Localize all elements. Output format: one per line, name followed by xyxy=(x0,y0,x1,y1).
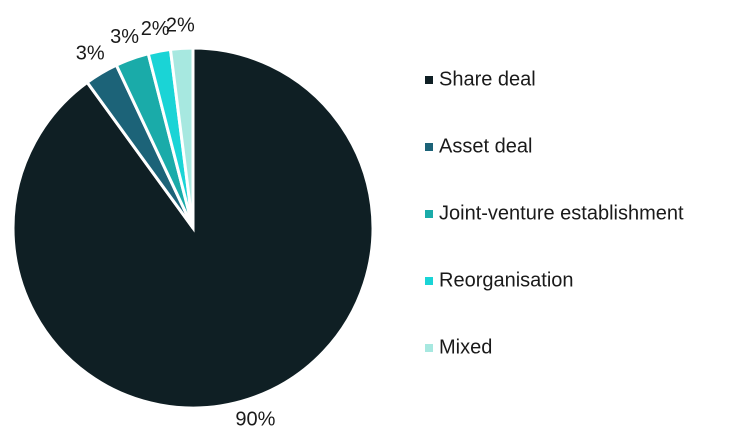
legend-label: Share deal xyxy=(439,68,536,90)
legend-marker xyxy=(425,76,433,84)
legend-marker xyxy=(425,277,433,285)
data-label: 3% xyxy=(110,26,139,48)
legend-marker xyxy=(425,210,433,218)
data-label: 90% xyxy=(235,408,275,430)
legend-label: Reorganisation xyxy=(439,269,574,291)
legend-marker xyxy=(425,143,433,151)
legend-label: Mixed xyxy=(439,336,492,358)
data-label: 3% xyxy=(76,42,105,64)
legend-marker xyxy=(425,344,433,352)
legend-label: Joint-venture establishment xyxy=(439,202,684,224)
data-label: 2% xyxy=(141,18,170,40)
legend-label: Asset deal xyxy=(439,135,532,157)
data-label: 2% xyxy=(166,15,195,37)
pie-slice xyxy=(168,46,195,229)
